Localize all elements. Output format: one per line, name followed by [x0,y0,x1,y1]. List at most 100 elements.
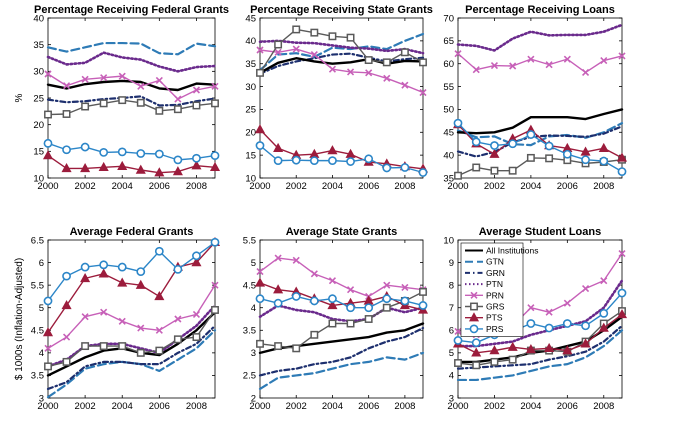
data-point [508,355,517,364]
data-point [400,48,409,57]
data-point [454,327,462,335]
series-gtn [258,351,425,391]
data-point [211,99,219,108]
legend-label: PTN [486,279,503,289]
data-point [173,155,183,165]
x-tick-label: 2002 [286,181,307,192]
x-tick-label: 2006 [149,181,170,192]
data-point [472,361,481,370]
data-point [328,156,337,166]
x-tick-label: 2008 [593,181,614,192]
series-line-grs [47,309,216,368]
series-grs [256,25,427,77]
series-ptn [258,304,425,323]
data-point [525,344,536,354]
y-tick-label: 50 [443,105,454,116]
data-point [309,156,319,166]
x-tick-label: 2008 [186,401,207,412]
data-point [453,336,463,345]
legend-label: All Institutions [486,246,538,256]
data-point [418,168,428,177]
data-point [580,338,591,348]
series-line-pts [259,282,424,311]
data-point [328,65,337,73]
chart-panel-1: Percentage Receiving Federal Grants 10 15 2… [14,4,229,192]
series-line-gtn [46,41,217,56]
series-prs [255,141,428,177]
data-point [509,62,517,70]
series-line-prn [259,257,424,298]
x-tick-label: 2006 [557,181,578,192]
y-tick-label: 5 [449,348,454,359]
data-point [471,338,481,348]
y-axis-label: $ 1000s (Inflation-Adjusted) [14,258,25,380]
data-point [292,45,300,53]
series-grn [456,324,624,370]
series-all [456,108,624,135]
y-tick-label: 70 [443,13,454,24]
data-point [418,301,428,310]
data-point [310,28,319,37]
data-point [192,333,201,342]
y-tick-label: 55 [443,82,454,93]
plot-frame [47,239,216,399]
y-tick-label: 4 [449,371,454,382]
data-point [327,145,338,155]
data-point [382,303,391,312]
y-tick-label: 30 [33,67,44,78]
series-line-ptn [46,304,217,368]
data-point [527,304,535,312]
series-line-grs [47,99,216,116]
series-pts [42,236,221,337]
data-point [191,257,202,267]
data-point [346,286,355,294]
x-tick-label: 2008 [593,401,614,412]
data-point [346,319,355,328]
data-point [401,81,409,89]
series-line-gtn [258,32,425,72]
chart-title: Average Federal Grants [70,226,194,238]
data-point [117,160,128,170]
x-tick-label: 2004 [322,181,343,192]
data-point [118,96,127,105]
series-grs [44,96,219,119]
data-point [328,294,337,304]
y-tick-label: 5 [251,258,256,269]
data-point [419,88,427,97]
data-point [328,277,337,285]
series-gtn [46,329,217,399]
series-all [258,57,425,75]
series-line-grs [457,310,623,366]
data-point [400,163,410,172]
data-point [80,142,90,152]
data-point [490,166,499,175]
y-tick-label: 65 [443,36,454,47]
data-point [155,346,164,355]
chart-panel-2: Percentage Receiving State Grants 10 15 20 2… [245,4,432,192]
x-tick-label: 2008 [394,181,415,192]
y-tick-label: 40 [33,13,44,24]
series-line-prn [47,284,216,350]
data-point [364,303,374,313]
y-tick-label: 20 [33,120,44,131]
data-point [454,50,462,58]
data-point [563,55,571,63]
data-point [80,262,90,272]
data-point [453,118,463,128]
series-line-ptn [258,39,425,55]
y-tick-label: 5 [39,303,44,314]
data-point [42,327,54,337]
series-line-prs [457,122,623,173]
y-tick-label: 2.5 [243,371,256,382]
data-point [544,323,554,333]
y-tick-label: 4 [251,303,256,314]
data-point [599,156,609,166]
chart-title: Average State Grants [286,226,397,238]
data-point [80,272,91,283]
plot-frame [259,239,424,399]
data-point [81,75,89,83]
chart-title: Average Student Loans [479,226,601,238]
data-point [526,130,536,139]
data-point [400,296,410,306]
